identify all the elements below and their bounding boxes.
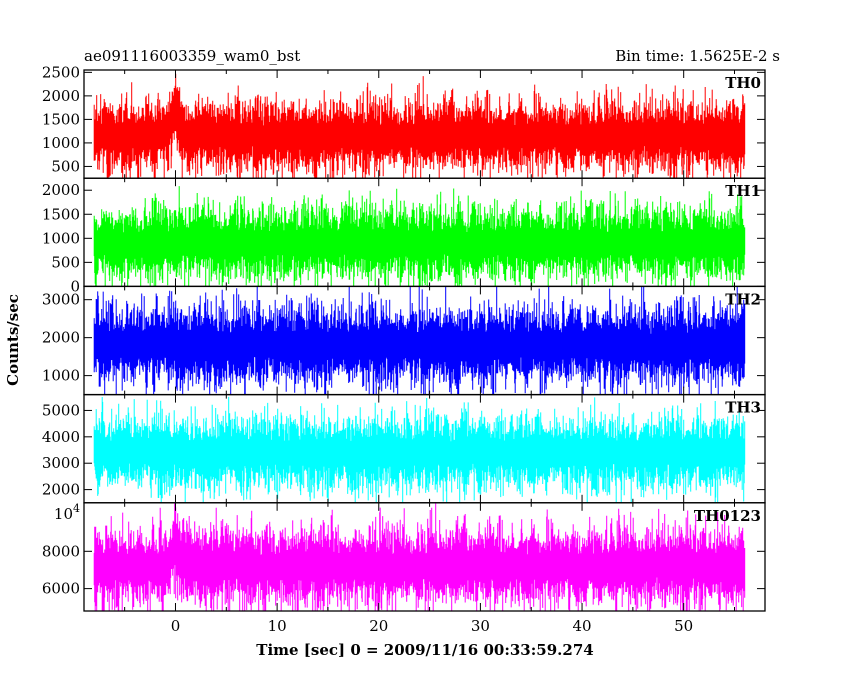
y-tick-label-power: 104 xyxy=(54,502,80,523)
panel-th0123: 6000 8000 104 TH0123 xyxy=(42,502,766,612)
panel-label-th2: TH2 xyxy=(725,290,761,308)
y-tick-label: 1000 xyxy=(42,134,80,152)
panel-th2: 1000 2000 3000 TH2 xyxy=(42,285,766,396)
series-th0 xyxy=(93,73,746,179)
y-tick-label: 6000 xyxy=(42,580,80,598)
panel-th0: 500 1000 1500 2000 2500 TH0 xyxy=(42,63,766,179)
y-tick-label: 5000 xyxy=(42,401,80,419)
y-tick-label: 500 xyxy=(51,157,80,175)
y-tick-label: 0 xyxy=(70,277,80,295)
chart-title-right: Bin time: 1.5625E-2 s xyxy=(615,47,780,65)
y-tick-label: 3000 xyxy=(42,454,80,472)
panel-label-th3: TH3 xyxy=(725,399,761,417)
y-tick-label: 1500 xyxy=(42,110,80,128)
y-tick-label: 3000 xyxy=(42,291,80,309)
panel-label-th0: TH0 xyxy=(725,74,761,92)
x-axis-label: Time [sec] 0 = 2009/11/16 00:33:59.274 xyxy=(256,641,593,659)
chart-title-left: ae091116003359_wam0_bst xyxy=(84,47,300,65)
x-tick-label: 0 xyxy=(171,617,181,635)
series-th3 xyxy=(93,396,746,503)
y-tick-label: 2000 xyxy=(42,481,80,499)
panel-frame xyxy=(83,502,766,612)
y-axis-label: Counts/sec xyxy=(4,294,22,386)
x-tick-label: 30 xyxy=(471,617,490,635)
panels-group: 500 1000 1500 2000 2500 TH0 0 500 1000 1500 2000 TH… xyxy=(42,63,766,612)
panel-th1: 0 500 1000 1500 2000 TH1 xyxy=(42,177,766,295)
series-th2 xyxy=(93,286,746,395)
y-tick-label: 2000 xyxy=(42,181,80,199)
y-tick-label: 2000 xyxy=(42,87,80,105)
series-th0123 xyxy=(93,502,746,611)
x-tick-label: 40 xyxy=(572,617,591,635)
y-tick-label: 500 xyxy=(51,253,80,271)
series-th1 xyxy=(93,186,746,287)
x-tick-label: 20 xyxy=(369,617,388,635)
y-tick-label: 1500 xyxy=(42,205,80,223)
x-axis: 0 10 20 30 40 50 xyxy=(171,617,694,635)
x-tick-label: 10 xyxy=(268,617,287,635)
y-tick-label: 1000 xyxy=(42,229,80,247)
y-tick-label: 8000 xyxy=(42,542,80,560)
panel-label-th1: TH1 xyxy=(725,182,761,200)
y-tick-label: 4000 xyxy=(42,428,80,446)
panel-th3: 2000 3000 4000 5000 TH3 xyxy=(42,393,766,504)
y-tick-label: 2000 xyxy=(42,329,80,347)
panel-label-th0123: TH0123 xyxy=(694,507,761,525)
y-tick-label: 2500 xyxy=(42,63,80,81)
x-tick-label: 50 xyxy=(674,617,693,635)
y-tick-label: 1000 xyxy=(42,367,80,385)
